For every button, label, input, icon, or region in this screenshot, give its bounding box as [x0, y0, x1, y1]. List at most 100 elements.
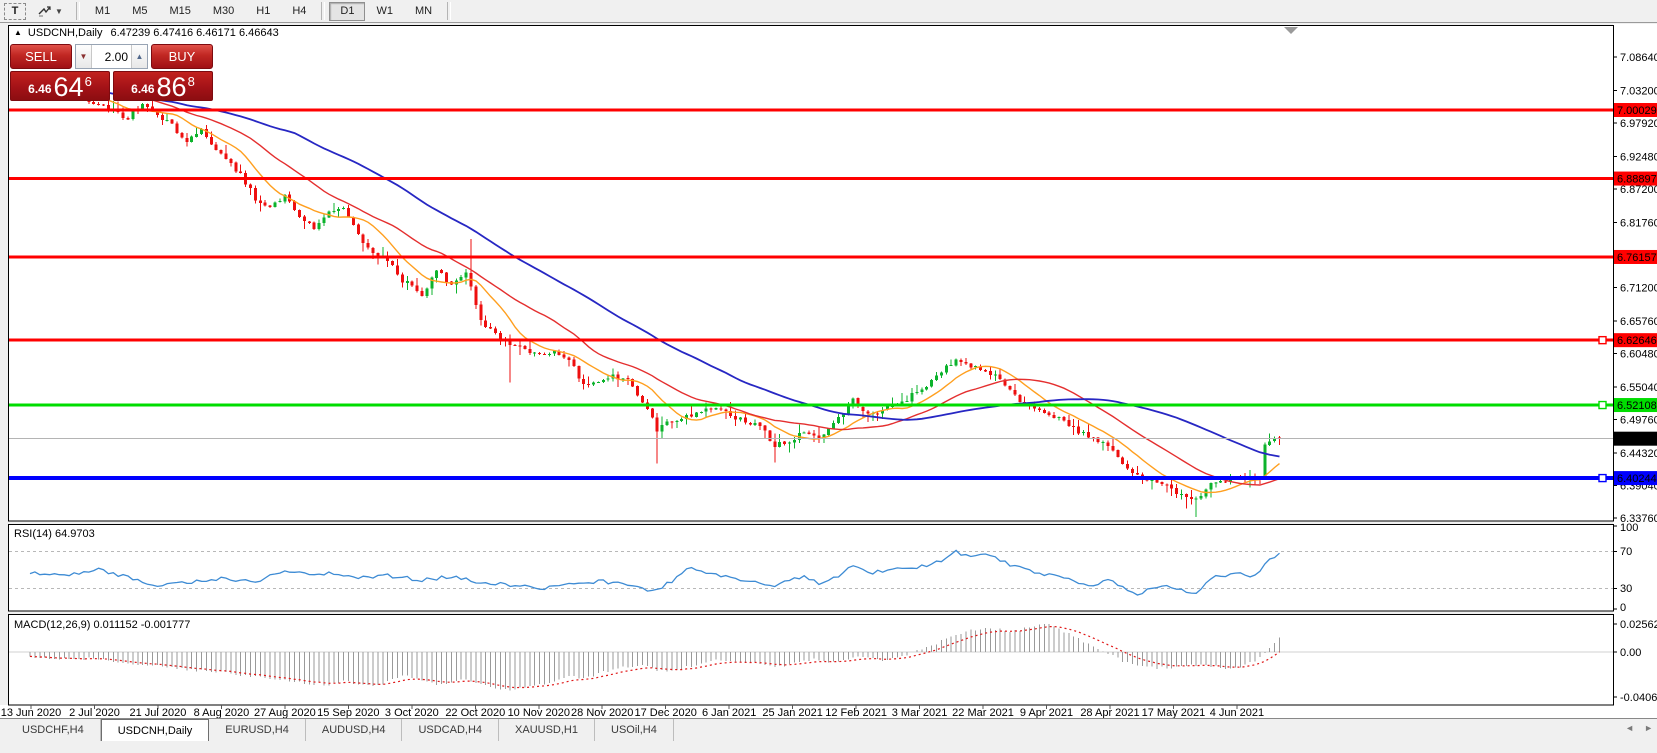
date-tick-label: 10 Nov 2020: [508, 707, 570, 718]
axis-badge-6.40244: [1614, 471, 1657, 486]
price-axis-strip: [1613, 24, 1657, 706]
sell-price-pip: 6: [84, 74, 92, 89]
date-axis-strip: [0, 705, 1657, 718]
sell-price-display[interactable]: 6.46 64 6: [10, 71, 110, 101]
macd-histogram: [29, 623, 1280, 691]
price-tick-label: 6.33760: [1620, 513, 1657, 525]
sell-button[interactable]: SELL: [10, 44, 72, 69]
rsi-tick-label: 30: [1620, 583, 1632, 595]
timeframe-button-h1[interactable]: H1: [245, 2, 281, 21]
chart-tabs-bar: USDCHF,H4 USDCNH,Daily EURUSD,H4 AUDUSD,H4 U…: [0, 718, 1657, 741]
price-tick-label: 6.65760: [1620, 316, 1657, 328]
date-tick-label: 12 Feb 2021: [825, 707, 887, 718]
axis-badge-7.00029: [1614, 103, 1657, 118]
macd-tick-label: 0.00: [1620, 647, 1641, 659]
sell-price-base: 6.46: [28, 82, 52, 96]
ma-fast-line: [29, 76, 1280, 494]
chart-shift-marker-icon[interactable]: [1284, 27, 1298, 34]
price-tick-label: 6.55040: [1620, 382, 1657, 394]
buy-price-big: 86: [156, 72, 187, 102]
date-tick-label: 28 Nov 2020: [571, 707, 633, 718]
hline-handle-6.52108[interactable]: [1598, 400, 1607, 410]
axis-badge-6.88897-label: 6.88897: [1617, 174, 1657, 186]
macd-tick-label: -0.040687: [1620, 692, 1657, 704]
timeframe-button-d1[interactable]: D1: [329, 1, 366, 21]
current-price-badge-label: 6.46643: [1617, 434, 1657, 446]
price-tick-label: 6.81760: [1620, 217, 1657, 229]
axis-badge-6.52108-label: 6.52108: [1617, 400, 1657, 412]
date-tick-label: 25 Jan 2021: [762, 707, 823, 718]
date-tick-label: 3 Oct 2020: [385, 707, 439, 718]
chart-tab-usdcad[interactable]: USDCAD,H4: [402, 719, 500, 741]
chart-tab-xauusd[interactable]: XAUUSD,H1: [499, 719, 595, 741]
date-tick-label: 6 Jan 2021: [702, 707, 756, 718]
chart-symbol-title: USDCNH,Daily: [27, 27, 103, 39]
axis-badge-6.40244-label: 6.40244: [1617, 473, 1657, 485]
date-tick-label: 2 Jul 2020: [69, 707, 120, 718]
date-tick-label: 3 Mar 2021: [892, 707, 948, 718]
volume-decrease-button[interactable]: ▼: [76, 45, 92, 68]
hline-handle-6.62646[interactable]: [1598, 335, 1607, 345]
current-price-badge: [1614, 431, 1657, 446]
panel-collapse-icon[interactable]: ▲: [14, 28, 22, 37]
axis-badge-7.00029-label: 7.00029: [1617, 105, 1657, 117]
macd-pane: [8, 614, 1614, 706]
timeframe-button-group: M1 M5 M15 M30 H1 H4 D1 W1 MN: [84, 1, 455, 21]
tab-scroll-left-icon[interactable]: ◄: [1625, 723, 1635, 733]
chart-tab-usoil[interactable]: USOil,H4: [595, 719, 674, 741]
main-pane: [8, 25, 1614, 522]
rsi-tick-label: 0: [1620, 602, 1626, 614]
rsi-label: RSI(14) 64.9703: [14, 528, 95, 540]
rsi-tick-label: 100: [1620, 522, 1638, 534]
price-tick-label: 6.71200: [1620, 283, 1657, 295]
rsi-pane: [8, 524, 1614, 612]
volume-spinner: ▼ ▲: [75, 44, 148, 69]
chart-tab-eurusd[interactable]: EURUSD,H4: [209, 719, 306, 741]
timeframe-button-m30[interactable]: M30: [202, 2, 245, 21]
chart-tab-usdcnh[interactable]: USDCNH,Daily: [100, 719, 210, 741]
templates-button[interactable]: ▼: [30, 2, 70, 21]
macd-signal-line: [29, 625, 1280, 689]
price-tick-label: 6.97920: [1620, 118, 1657, 130]
buy-price-base: 6.46: [131, 82, 155, 96]
timeframe-button-m15[interactable]: M15: [158, 2, 201, 21]
date-tick-label: 15 Sep 2020: [317, 707, 379, 718]
date-tick-label: 13 Jun 2020: [1, 707, 62, 718]
buy-button[interactable]: BUY: [151, 44, 213, 69]
axis-badge-6.52108: [1614, 398, 1657, 413]
rsi-tick-label: 70: [1620, 546, 1632, 558]
axis-badge-6.62646: [1614, 333, 1657, 348]
hline-handle-6.40244[interactable]: [1598, 473, 1607, 483]
volume-increase-button[interactable]: ▲: [131, 45, 147, 68]
buy-price-pip: 8: [187, 74, 195, 89]
chart-ohlc-values: 6.47239 6.47416 6.46171 6.46643: [110, 27, 279, 39]
text-tool-button[interactable]: T: [4, 2, 26, 20]
tab-scroll-right-icon[interactable]: ►: [1644, 723, 1653, 733]
timeframe-button-mn[interactable]: MN: [404, 2, 443, 21]
price-tick-label: 6.92480: [1620, 151, 1657, 163]
price-tick-label: 6.60480: [1620, 348, 1657, 360]
ma-slow-line: [29, 75, 1280, 458]
date-tick-label: 9 Apr 2021: [1020, 707, 1073, 718]
timeframe-button-m1[interactable]: M1: [84, 2, 121, 21]
chart-tab-audusd[interactable]: AUDUSD,H4: [306, 719, 403, 741]
buy-price-display[interactable]: 6.46 86 8: [113, 71, 213, 101]
macd-tick-label: 0.025623: [1620, 619, 1657, 631]
toolbar-separator: [75, 2, 80, 20]
date-tick-label: 8 Aug 2020: [194, 707, 250, 718]
timeframe-button-w1[interactable]: W1: [365, 2, 404, 21]
chart-tab-usdchf[interactable]: USDCHF,H4: [6, 719, 101, 741]
date-tick-label: 27 Aug 2020: [254, 707, 316, 718]
volume-input[interactable]: [92, 45, 131, 68]
toolbar: T ▼ M1 M5 M15 M30 H1 H4 D1 W1 MN: [0, 0, 1657, 23]
date-tick-label: 22 Oct 2020: [445, 707, 505, 718]
timeframe-button-h4[interactable]: H4: [281, 2, 317, 21]
date-tick-label: 21 Jul 2020: [129, 707, 186, 718]
price-tick-label: 6.87200: [1620, 184, 1657, 196]
date-tick-label: 4 Jun 2021: [1210, 707, 1264, 718]
axis-badge-6.62646-label: 6.62646: [1617, 335, 1657, 347]
timeframe-button-m5[interactable]: M5: [121, 2, 158, 21]
sell-price-big: 64: [53, 72, 84, 102]
date-tick-label: 28 Apr 2021: [1080, 707, 1139, 718]
